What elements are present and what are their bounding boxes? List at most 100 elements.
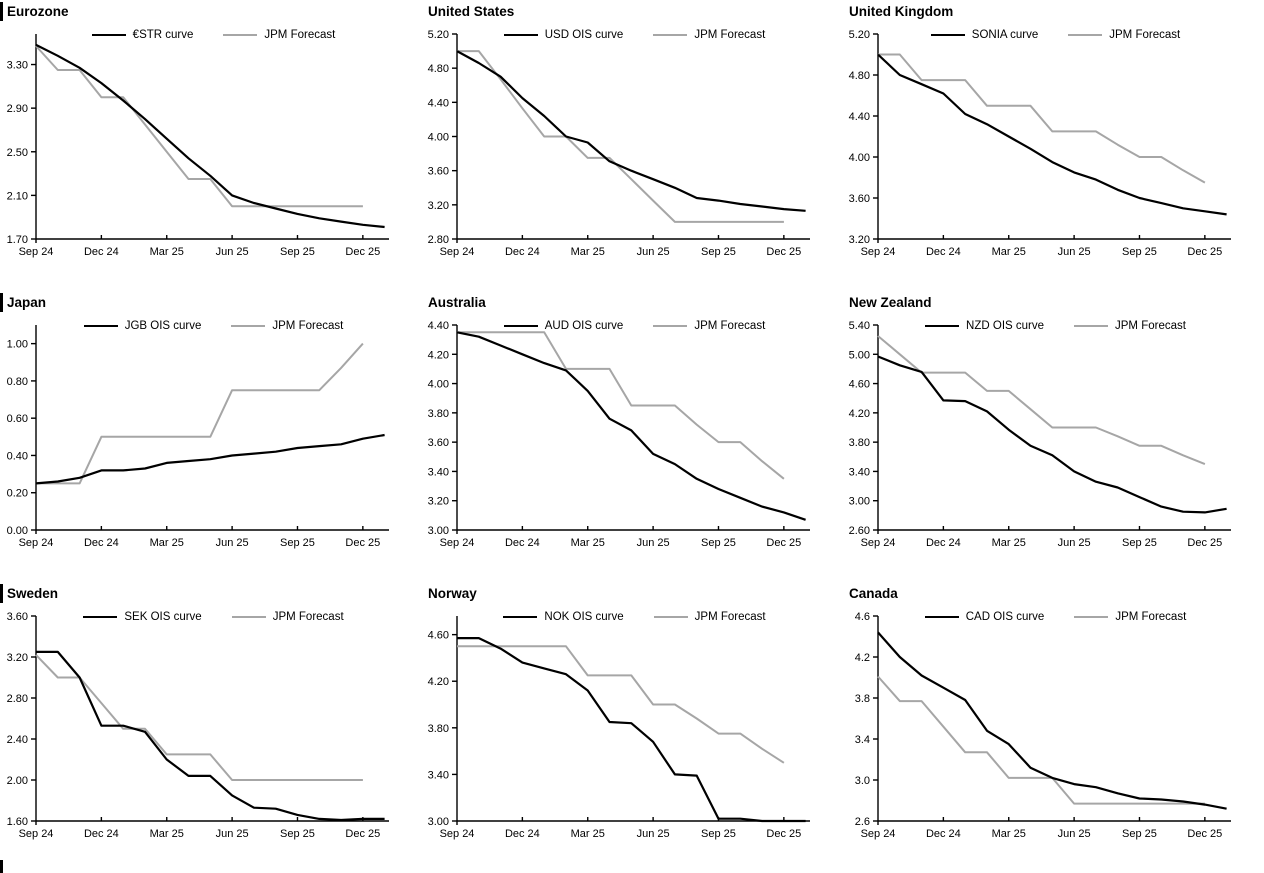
svg-text:Dec 25: Dec 25: [345, 828, 380, 840]
svg-text:2.40: 2.40: [7, 734, 28, 746]
svg-text:4.80: 4.80: [428, 63, 449, 75]
svg-text:0.00: 0.00: [7, 525, 28, 537]
plot-area: 3.30 2.90 2.50 2.10 1.70 Sep 24 Dec 24 Mar 25 Ju…: [0, 24, 421, 270]
svg-text:Mar 25: Mar 25: [571, 537, 605, 549]
svg-text:Sep 25: Sep 25: [280, 537, 315, 549]
svg-text:5.20: 5.20: [849, 29, 870, 41]
plot-area: 4.6 4.2 3.8 3.4 3.0 2.6 Sep 24 Dec 24 Mar 25 Jun …: [842, 606, 1263, 852]
svg-text:2.10: 2.10: [7, 190, 28, 202]
svg-text:Dec 24: Dec 24: [84, 537, 119, 549]
svg-text:4.60: 4.60: [428, 630, 449, 642]
chart-title: Australia: [428, 295, 486, 310]
chart-panel: Sweden 3.60 3.20 2.80 2.40 2.00 1.60 Sep 24 Dec…: [0, 582, 421, 873]
svg-text:3.60: 3.60: [849, 193, 870, 205]
svg-text:3.0: 3.0: [855, 775, 870, 787]
chart-title: Canada: [849, 586, 898, 601]
chart-panel: Canada 4.6 4.2 3.8 3.4 3.0 2.6 Sep 24 Dec 24 Mar…: [842, 582, 1263, 873]
plot-area: 4.60 4.20 3.80 3.40 3.00 Sep 24 Dec 24 Mar 25 Ju…: [421, 606, 842, 852]
plot-area: 1.00 0.80 0.60 0.40 0.20 0.00 Sep 24 Dec 24 Mar …: [0, 315, 421, 561]
svg-text:Dec 24: Dec 24: [505, 537, 540, 549]
plot-area: 3.60 3.20 2.80 2.40 2.00 1.60 Sep 24 Dec 24 Mar …: [0, 606, 421, 852]
svg-text:Jun 25: Jun 25: [637, 828, 670, 840]
svg-text:Sep 25: Sep 25: [701, 246, 736, 258]
svg-text:3.60: 3.60: [7, 611, 28, 623]
svg-text:Dec 25: Dec 25: [766, 246, 801, 258]
svg-text:1.70: 1.70: [7, 234, 28, 246]
svg-text:Sep 25: Sep 25: [280, 246, 315, 258]
svg-text:4.20: 4.20: [428, 676, 449, 688]
svg-text:4.80: 4.80: [849, 70, 870, 82]
svg-text:3.00: 3.00: [849, 496, 870, 508]
svg-text:Sep 25: Sep 25: [1122, 828, 1157, 840]
svg-text:Dec 25: Dec 25: [345, 537, 380, 549]
svg-text:Dec 25: Dec 25: [345, 246, 380, 258]
svg-text:Jun 25: Jun 25: [216, 828, 249, 840]
chart-title-row: Australia: [421, 293, 842, 313]
svg-text:Sep 24: Sep 24: [861, 246, 896, 258]
svg-text:2.00: 2.00: [7, 775, 28, 787]
svg-text:2.60: 2.60: [849, 525, 870, 537]
svg-text:3.40: 3.40: [428, 769, 449, 781]
chart-title: Japan: [7, 295, 47, 310]
svg-text:0.40: 0.40: [7, 450, 28, 462]
svg-text:Dec 24: Dec 24: [84, 246, 119, 258]
section-marker-bar: [0, 293, 3, 312]
chart-panel: Norway 4.60 4.20 3.80 3.40 3.00 Sep 24 Dec 24 M…: [421, 582, 842, 873]
svg-text:Dec 24: Dec 24: [926, 246, 961, 258]
svg-text:Jun 25: Jun 25: [216, 537, 249, 549]
svg-text:3.60: 3.60: [428, 166, 449, 178]
svg-text:Sep 24: Sep 24: [19, 537, 54, 549]
chart-title: New Zealand: [849, 295, 932, 310]
svg-text:4.40: 4.40: [849, 111, 870, 123]
chart-title: United States: [428, 4, 515, 19]
svg-text:2.80: 2.80: [428, 234, 449, 246]
svg-text:Mar 25: Mar 25: [992, 537, 1026, 549]
svg-text:4.00: 4.00: [849, 152, 870, 164]
section-marker-bar: [0, 584, 3, 603]
svg-text:4.00: 4.00: [428, 132, 449, 144]
svg-text:Sep 24: Sep 24: [861, 828, 896, 840]
svg-text:Sep 25: Sep 25: [280, 828, 315, 840]
svg-text:5.40: 5.40: [849, 320, 870, 332]
svg-text:Dec 24: Dec 24: [926, 828, 961, 840]
chart-panel: Australia 4.40 4.20 4.00 3.80 3.60 3.40 3.20 3.…: [421, 291, 842, 582]
svg-text:Sep 25: Sep 25: [1122, 537, 1157, 549]
svg-text:0.20: 0.20: [7, 488, 28, 500]
svg-text:4.60: 4.60: [849, 379, 870, 391]
chart-title-row: Japan: [0, 293, 421, 313]
svg-text:3.00: 3.00: [428, 525, 449, 537]
chart-title-row: United States: [421, 2, 842, 22]
svg-text:4.40: 4.40: [428, 97, 449, 109]
svg-text:Sep 25: Sep 25: [701, 537, 736, 549]
chart-title: United Kingdom: [849, 4, 954, 19]
svg-text:Dec 24: Dec 24: [84, 828, 119, 840]
svg-text:Jun 25: Jun 25: [1058, 537, 1091, 549]
svg-text:4.20: 4.20: [849, 408, 870, 420]
svg-text:Dec 25: Dec 25: [766, 828, 801, 840]
svg-text:3.20: 3.20: [849, 234, 870, 246]
chart-title-row: Norway: [421, 584, 842, 604]
chart-panel: United States 5.20 4.80 4.40 4.00 3.60 3.20 2.…: [421, 0, 842, 291]
svg-text:Sep 24: Sep 24: [861, 537, 896, 549]
plot-area: 4.40 4.20 4.00 3.80 3.60 3.40 3.20 3.00 Sep 24 De…: [421, 315, 842, 561]
svg-text:3.00: 3.00: [428, 816, 449, 828]
svg-text:4.6: 4.6: [855, 611, 870, 623]
svg-text:Dec 24: Dec 24: [505, 828, 540, 840]
svg-text:0.60: 0.60: [7, 413, 28, 425]
chart-panel: Japan 1.00 0.80 0.60 0.40 0.20 0.00 Sep 24 Dec …: [0, 291, 421, 582]
svg-text:3.20: 3.20: [428, 496, 449, 508]
svg-text:Mar 25: Mar 25: [150, 246, 184, 258]
svg-text:Sep 25: Sep 25: [701, 828, 736, 840]
svg-text:3.80: 3.80: [428, 723, 449, 735]
svg-text:3.40: 3.40: [849, 466, 870, 478]
svg-text:5.00: 5.00: [849, 349, 870, 361]
svg-text:Mar 25: Mar 25: [992, 246, 1026, 258]
svg-text:2.90: 2.90: [7, 103, 28, 115]
